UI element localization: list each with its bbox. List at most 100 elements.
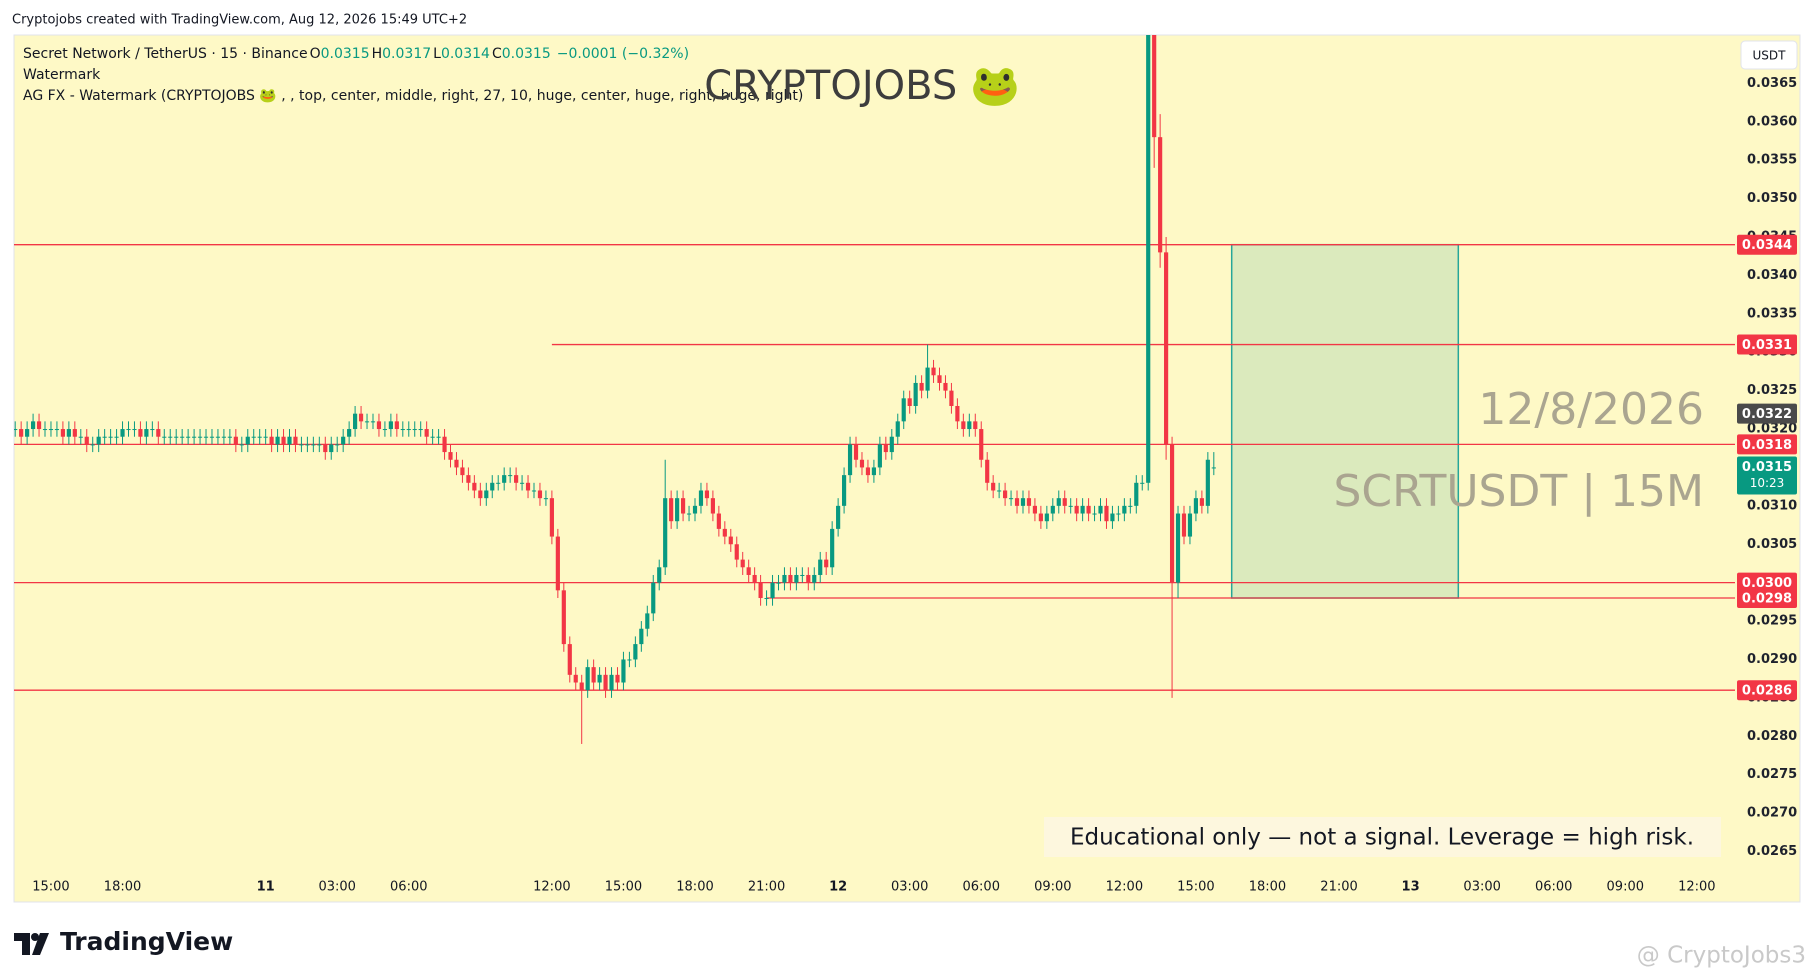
axis-price-label-box — [1737, 403, 1797, 424]
candle-body — [180, 436, 185, 438]
candle-body — [1092, 513, 1097, 515]
candle-body — [30, 421, 36, 430]
candle-body — [192, 436, 197, 438]
candle-body — [478, 490, 483, 499]
disclaimer: Educational only — not a signal. Leverag… — [1070, 825, 1694, 851]
candle-body — [1181, 513, 1187, 537]
y-tick-label: 0.0360 — [1747, 114, 1797, 129]
candle-body — [335, 444, 340, 446]
candle-body — [788, 574, 793, 583]
candle-body — [955, 405, 960, 422]
y-tick-label: 0.0340 — [1747, 268, 1797, 283]
candle-body — [519, 482, 525, 484]
candle-body — [466, 475, 471, 483]
candle-body — [758, 582, 763, 599]
candle-body — [382, 429, 388, 431]
y-tick-label: 0.0365 — [1747, 76, 1797, 91]
candle-body — [1134, 482, 1139, 506]
candle-body — [60, 429, 65, 437]
candle-body — [704, 490, 710, 499]
candle-body — [239, 444, 244, 446]
candle-body — [233, 436, 238, 445]
price-line-label: 0.0298 — [1742, 592, 1792, 607]
candle-body — [412, 429, 417, 431]
candle-body — [525, 482, 531, 491]
candle-body — [1008, 498, 1014, 500]
candle-body — [186, 436, 191, 438]
candle-body — [358, 413, 364, 422]
candle-body — [132, 429, 137, 431]
candle-body — [293, 436, 298, 445]
candle-body — [317, 444, 322, 446]
y-tick-label: 0.0320 — [1747, 422, 1797, 437]
candle-body — [370, 421, 376, 423]
candle-body — [436, 436, 441, 438]
candle-body — [364, 421, 370, 423]
candle-body — [126, 429, 131, 431]
x-tick-label: 18:00 — [104, 880, 141, 895]
candle-body — [448, 452, 453, 460]
candle-body — [347, 429, 352, 437]
ohlc-label: H — [372, 46, 383, 62]
x-tick-label: 12:00 — [533, 880, 570, 895]
ohlc-value: 0.0315 — [502, 46, 551, 62]
candle-body — [102, 436, 107, 438]
currency-button[interactable] — [1740, 40, 1798, 70]
candle-body — [591, 667, 596, 683]
candle-body — [776, 582, 781, 584]
candle-body — [418, 429, 423, 431]
candle-body — [549, 498, 554, 537]
candle-body — [818, 559, 823, 575]
candle-body — [621, 659, 626, 683]
y-tick-label: 0.0275 — [1747, 767, 1797, 782]
candle-body — [740, 559, 745, 568]
candle-body — [764, 598, 769, 600]
price-line-label-box — [1737, 572, 1797, 593]
x-tick-label: 15:00 — [1177, 880, 1214, 895]
candle-body — [561, 590, 566, 645]
x-tick-label: 09:00 — [1034, 880, 1071, 895]
x-tick-label: 06:00 — [1535, 880, 1572, 895]
range-box — [1230, 243, 1460, 599]
candle-body — [961, 421, 966, 430]
candle-body — [907, 398, 912, 406]
candle-body — [901, 398, 906, 422]
candle-body — [806, 574, 811, 583]
candle-body — [281, 436, 286, 445]
candle-body — [305, 444, 310, 446]
candle-body — [388, 421, 393, 430]
candle-body — [716, 513, 721, 529]
candle-body — [877, 444, 882, 468]
candle-body — [859, 459, 865, 468]
candle-body — [96, 436, 101, 445]
y-tick-label: 0.0335 — [1747, 306, 1797, 321]
last-price-label: 0.0315 — [1742, 460, 1792, 475]
currency[interactable]: USDT — [1753, 49, 1787, 63]
candle-body — [221, 436, 226, 438]
price-line-label-box — [1737, 588, 1797, 609]
pair-text: SCRTUSDT | 15M — [1333, 466, 1704, 517]
candle-body — [692, 505, 698, 514]
candle-body — [48, 429, 54, 431]
candle-body — [865, 467, 871, 476]
candle-body — [1068, 505, 1073, 507]
candle-body — [36, 421, 42, 430]
candle-body — [1074, 505, 1079, 514]
candle-body — [90, 444, 95, 446]
candle-body — [675, 498, 680, 522]
candle-body — [645, 613, 650, 629]
candle-body — [287, 436, 292, 445]
candle-body — [657, 567, 662, 583]
candle-body — [627, 659, 632, 661]
candle-body — [209, 436, 215, 438]
candle-body — [597, 674, 602, 683]
candle-body — [144, 429, 149, 437]
candle-body — [162, 436, 167, 438]
candle-body — [1044, 513, 1049, 522]
price-line-label: 0.0286 — [1742, 684, 1792, 699]
x-tick-label: 18:00 — [676, 880, 713, 895]
candle-body — [54, 429, 60, 431]
candle-body — [329, 444, 334, 453]
y-tick-label: 0.0350 — [1747, 191, 1797, 206]
